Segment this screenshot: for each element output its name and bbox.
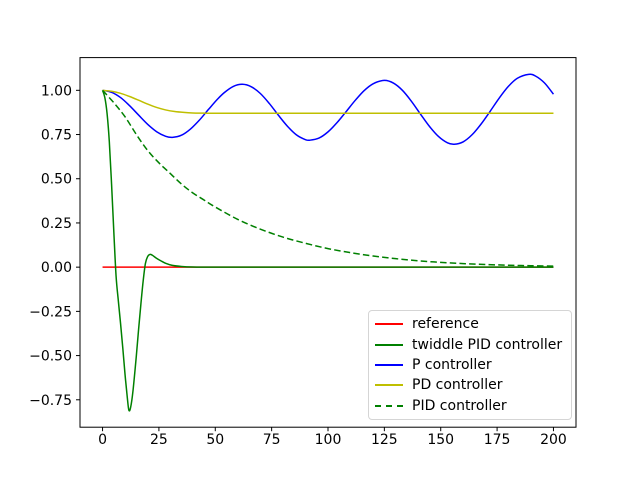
- legend-label: reference: [412, 316, 479, 333]
- legend-label: twiddle PID controller: [412, 336, 563, 353]
- y-tick-label: 1.00: [41, 83, 72, 99]
- y-tick-label: 0.25: [41, 216, 72, 232]
- legend-item: reference: [375, 314, 563, 334]
- legend-line-sample-reference: [375, 323, 403, 326]
- series-pd-controller: [102, 89, 554, 115]
- x-tick-label: 75: [263, 432, 281, 448]
- legend-label: P controller: [412, 356, 492, 373]
- legend-line-sample-pid-dashed: [375, 404, 403, 407]
- y-tick-label: −0.25: [29, 304, 72, 320]
- legend-item: P controller: [375, 355, 563, 375]
- legend-line-sample-pd: [375, 384, 403, 387]
- legend-line-sample-twiddle-pid: [375, 343, 403, 346]
- series-p-controller: [102, 73, 555, 146]
- legend-item: twiddle PID controller: [375, 335, 563, 355]
- legend-item: PID controller: [375, 396, 563, 416]
- x-tick-label: 150: [427, 432, 454, 448]
- y-tick-label: −0.50: [29, 349, 72, 365]
- x-tick-label: 100: [315, 432, 342, 448]
- x-tick-label: 0: [98, 432, 107, 448]
- x-tick-label: 175: [484, 432, 511, 448]
- y-tick-label: 0.00: [41, 260, 72, 276]
- x-tick-label: 25: [150, 432, 168, 448]
- series-twiddle-pid-controller: [101, 90, 554, 412]
- y-tick-label: −0.75: [29, 393, 72, 409]
- x-tick-label: 125: [371, 432, 398, 448]
- legend-label: PID controller: [412, 397, 507, 414]
- y-tick-label: 0.50: [41, 172, 72, 188]
- y-tick-label: 0.75: [41, 128, 72, 144]
- legend-label: PD controller: [412, 377, 503, 394]
- series-pid-controller: [101, 89, 554, 267]
- legend-item: PD controller: [375, 375, 563, 395]
- legend: reference twiddle PID controller P contr…: [368, 310, 572, 420]
- x-tick-label: 200: [540, 432, 567, 448]
- x-tick-label: 50: [206, 432, 224, 448]
- legend-line-sample-p: [375, 363, 403, 366]
